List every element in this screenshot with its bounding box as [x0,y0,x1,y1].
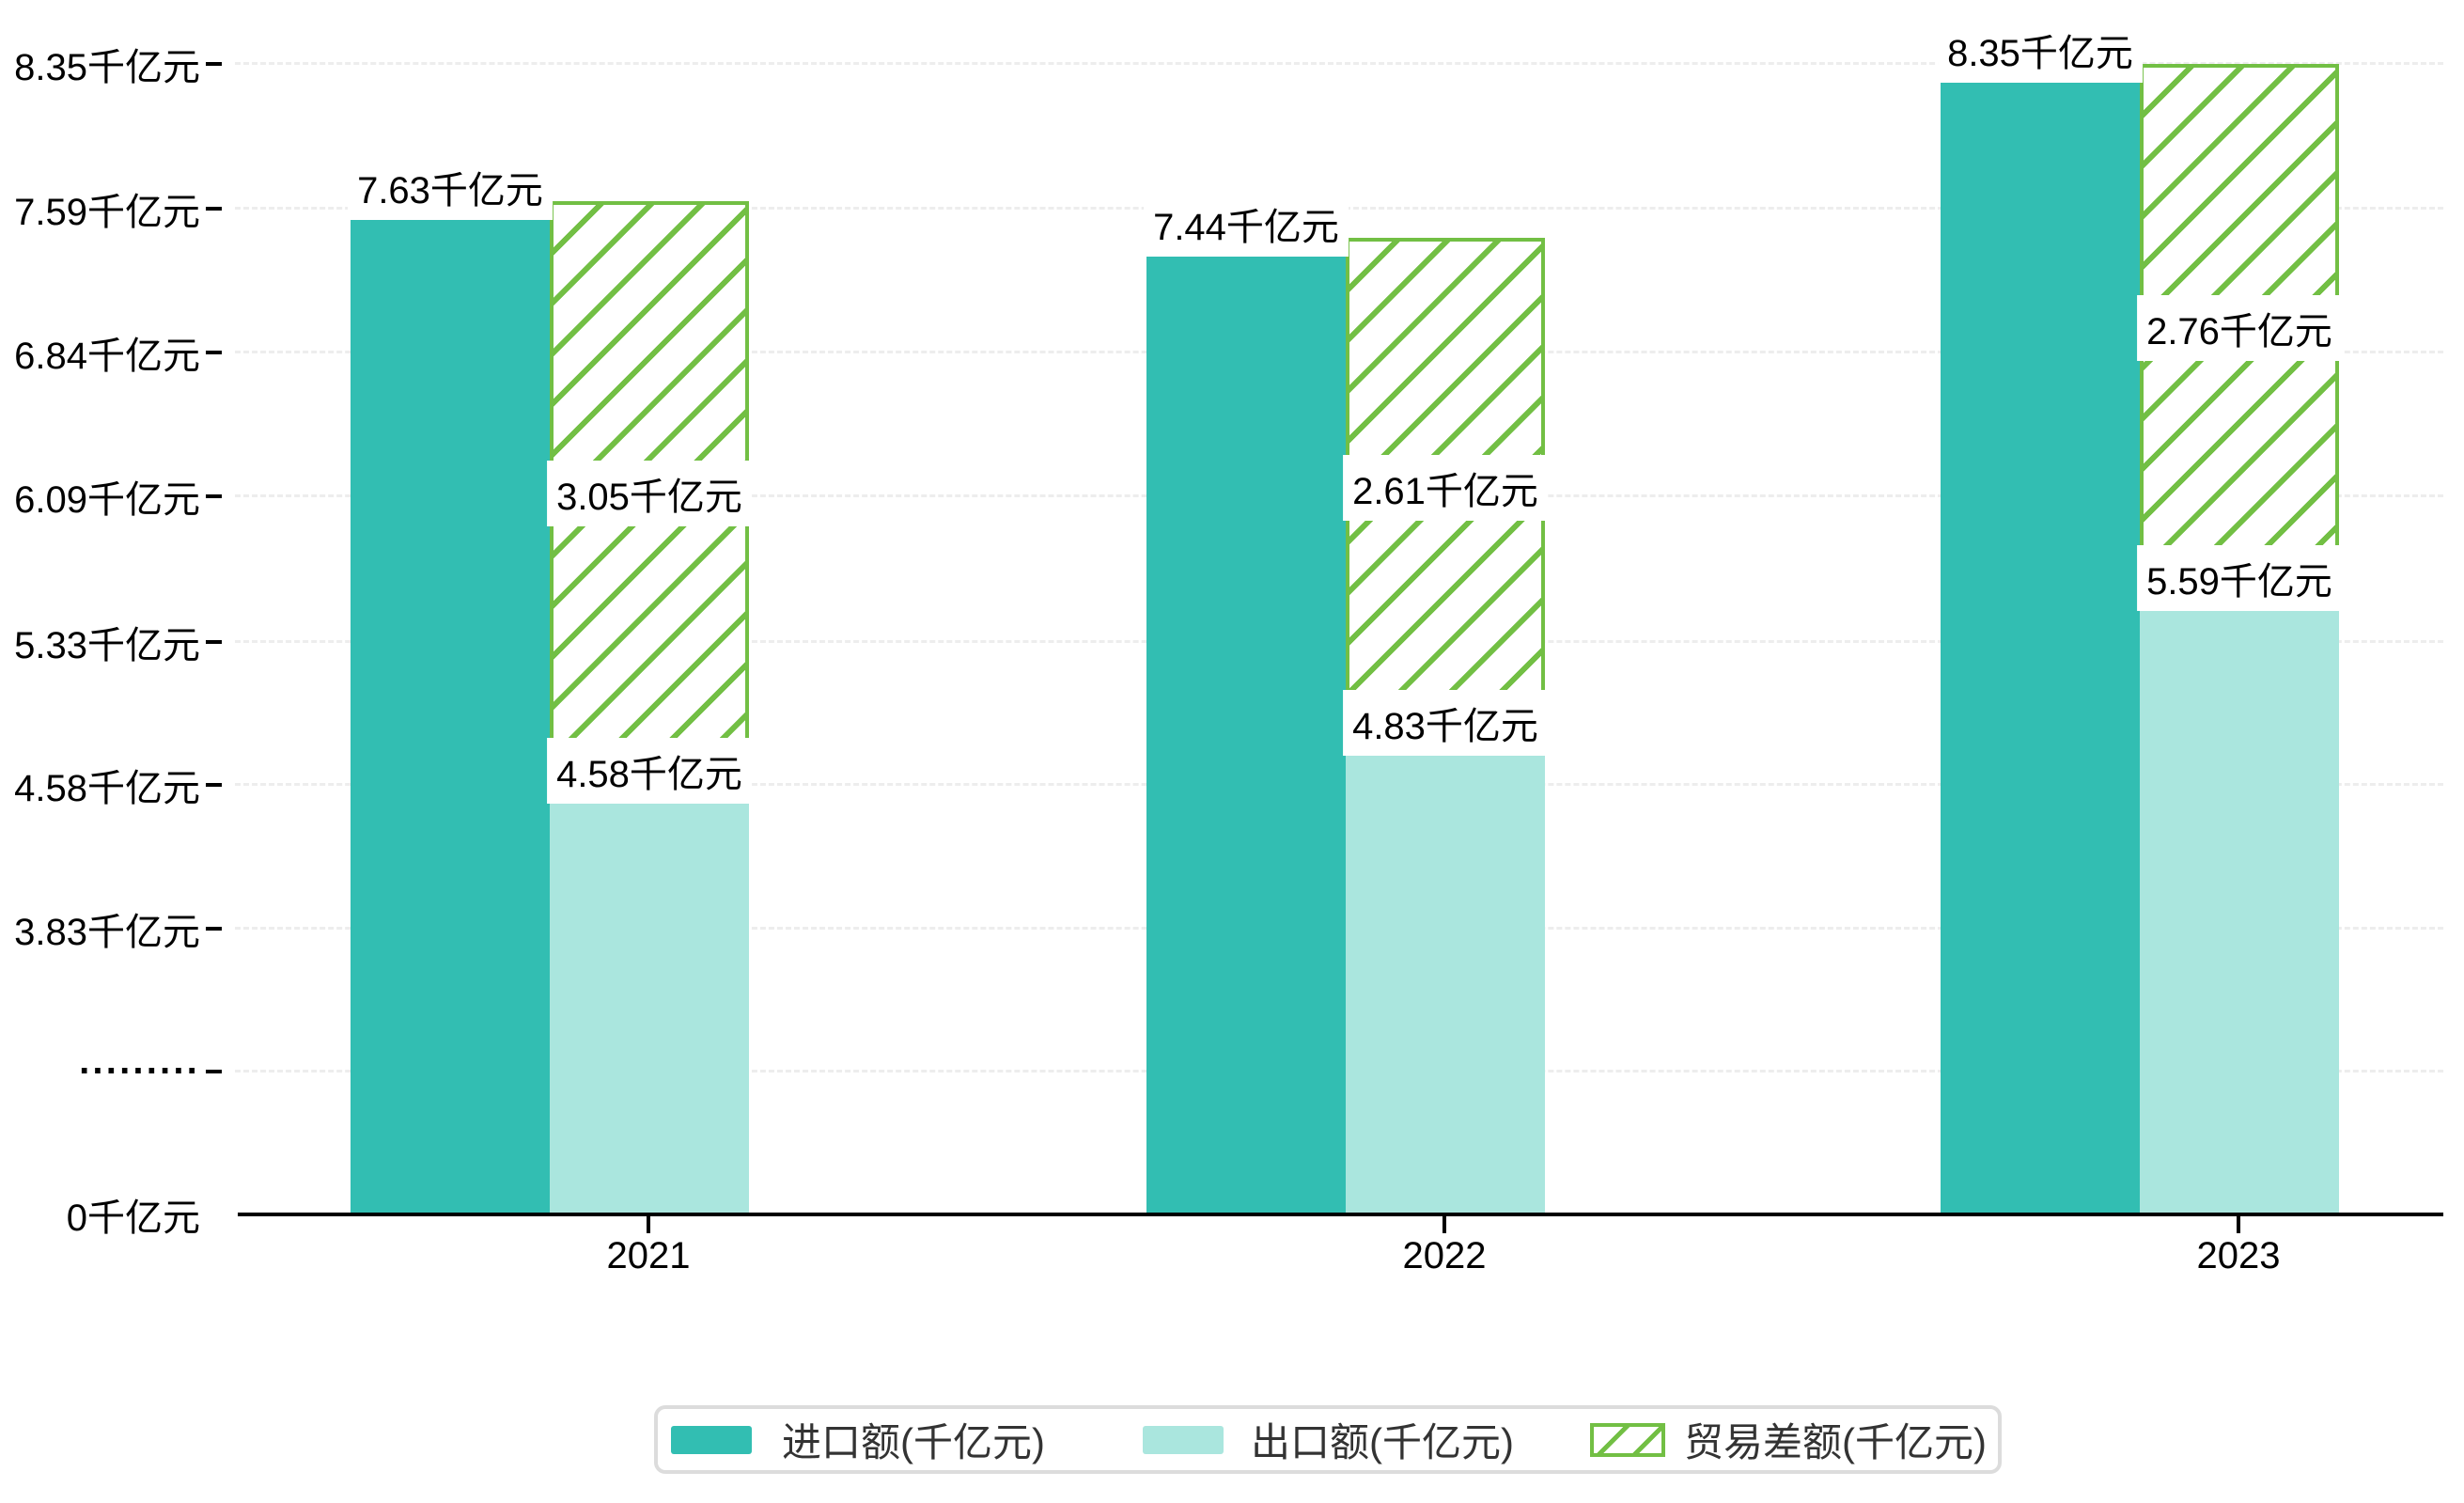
y-axis-tick-mark [206,207,222,211]
value-label-export-2022: 4.83千亿元 [1343,690,1548,757]
y-axis-tick-label: 6.84千亿元 [14,336,200,378]
gridline [235,61,2443,65]
value-label-difference-2022: 2.61千亿元 [1343,454,1548,521]
y-axis-tick-label: 0千亿元 [66,1198,200,1239]
bar-import-2023[interactable] [1941,63,2140,1214]
x-axis-label-2021: 2021 [606,1235,691,1276]
x-axis-tick-mark [1443,1216,1446,1233]
bar-export-2023[interactable] [2140,591,2339,1214]
legend: 进口额(千亿元) 出口额(千亿元) 贸易差额(千亿元) [654,1405,2002,1474]
x-axis-tick-mark [2237,1216,2240,1233]
legend-item-export[interactable]: 出口额(千亿元) [1143,1409,1514,1470]
y-axis-tick-label: 7.59千亿元 [14,192,200,234]
value-label-import-2021: 7.63千亿元 [348,154,553,221]
x-axis-tick-mark [647,1216,650,1233]
value-label-import-2022: 7.44千亿元 [1144,191,1349,258]
y-axis-tick-label: 8.35千亿元 [14,46,200,88]
y-axis-tick-mark [206,61,222,66]
y-axis-tick-mark [206,783,222,788]
y-axis-tick-label: 5.33千亿元 [14,624,200,666]
import-swatch-icon [671,1425,752,1454]
y-axis-tick-mark [206,351,222,355]
x-axis-line [238,1213,2443,1216]
x-axis-label-2022: 2022 [1402,1235,1487,1276]
bar-export-2021[interactable] [550,785,749,1214]
y-axis-tick-mark [206,927,222,931]
value-label-import-2023: 8.35千亿元 [1938,16,2143,83]
legend-item-difference[interactable]: 贸易差额(千亿元) [1590,1409,1987,1470]
y-axis-tick-mark [206,493,222,498]
y-axis-tick-mark [206,1070,222,1073]
y-axis-tick-mark [206,639,222,644]
value-label-difference-2021: 3.05千亿元 [547,460,752,526]
value-label-export-2021: 4.58千亿元 [547,738,752,805]
legend-label-difference: 贸易差额(千亿元) [1684,1420,1987,1464]
value-label-difference-2023: 2.76千亿元 [2137,294,2342,361]
legend-label-export: 出口额(千亿元) [1251,1420,1514,1464]
bar-export-2022[interactable] [1346,737,1545,1214]
export-swatch-icon [1143,1425,1224,1454]
legend-item-import[interactable]: 进口额(千亿元) [671,1409,1045,1470]
y-axis-tick-label: 3.83千亿元 [14,912,200,953]
value-label-export-2023: 5.59千亿元 [2137,544,2342,611]
bar-import-2021[interactable] [351,201,550,1214]
y-axis-break-label: ········· [79,1050,200,1092]
y-axis-tick-label: 4.58千亿元 [14,768,200,810]
x-axis-label-2023: 2023 [2196,1235,2281,1276]
y-axis-tick-label: 6.09千亿元 [14,478,200,521]
legend-label-import: 进口额(千亿元) [782,1420,1045,1464]
difference-swatch-icon [1590,1422,1665,1457]
bar-import-2022[interactable] [1146,238,1346,1214]
